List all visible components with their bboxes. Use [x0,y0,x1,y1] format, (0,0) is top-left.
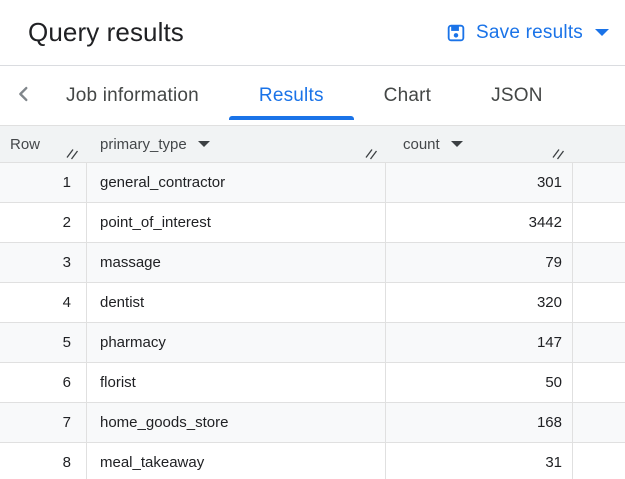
cell-row-number: 7 [0,403,87,442]
tab-json[interactable]: JSON [461,66,572,125]
cell-primary-type: point_of_interest [87,203,386,242]
column-label: count [403,135,440,153]
table-row: 8 meal_takeaway 31 [0,443,625,479]
cell-count: 168 [386,403,573,442]
caret-down-icon [595,29,609,36]
cell-filler [573,203,625,242]
table-row: 1 general_contractor 301 [0,163,625,203]
column-header-primary-type[interactable]: primary_type [87,126,386,162]
tab-label: Chart [383,84,432,106]
cell-primary-type: florist [87,363,386,402]
cell-row-number: 4 [0,283,87,322]
cell-primary-type: dentist [87,283,386,322]
cell-row-number: 2 [0,203,87,242]
page-title: Query results [28,17,184,47]
cell-count: 31 [386,443,573,479]
cell-count: 3442 [386,203,573,242]
cell-filler [573,163,625,202]
cell-count: 79 [386,243,573,282]
cell-count: 50 [386,363,573,402]
resize-handle-icon[interactable] [365,147,378,160]
column-header-row: Row [0,126,87,162]
results-tabbar: Job information Results Chart JSON [0,66,625,125]
arrow-drop-down-icon[interactable] [450,141,463,147]
tab-chart[interactable]: Chart [354,66,461,125]
table-row: 6 florist 50 [0,363,625,403]
results-table: Row primary_type count [0,125,625,479]
table-row: 5 pharmacy 147 [0,323,625,363]
tab-scroll-left-button[interactable] [12,66,36,125]
save-icon [446,23,466,43]
table-header-row: Row primary_type count [0,126,625,163]
cell-filler [573,403,625,442]
tab-label: Job information [66,84,199,106]
tab-job-information[interactable]: Job information [36,66,229,125]
results-header: Query results Save results [0,0,625,66]
resize-handle-icon[interactable] [66,147,79,160]
cell-filler [573,283,625,322]
column-label: primary_type [100,135,187,153]
cell-filler [573,363,625,402]
cell-primary-type: massage [87,243,386,282]
cell-filler [573,323,625,362]
cell-row-number: 6 [0,363,87,402]
tab-label: Results [258,84,324,106]
save-results-button[interactable]: Save results [438,16,617,50]
cell-row-number: 3 [0,243,87,282]
column-header-filler [573,126,625,162]
cell-primary-type: meal_takeaway [87,443,386,479]
cell-count: 147 [386,323,573,362]
arrow-drop-down-icon[interactable] [197,141,210,147]
table-row: 3 massage 79 [0,243,625,283]
resize-handle-icon[interactable] [552,147,565,160]
cell-count: 301 [386,163,573,202]
chevron-left-icon [13,83,35,108]
column-label: Row [10,135,41,153]
cell-primary-type: home_goods_store [87,403,386,442]
cell-filler [573,443,625,479]
cell-primary-type: general_contractor [87,163,386,202]
table-row: 7 home_goods_store 168 [0,403,625,443]
cell-row-number: 1 [0,163,87,202]
tab-results[interactable]: Results [228,66,354,125]
save-results-label: Save results [476,21,583,43]
cell-count: 320 [386,283,573,322]
cell-primary-type: pharmacy [87,323,386,362]
cell-row-number: 8 [0,443,87,479]
cell-filler [573,243,625,282]
table-row: 4 dentist 320 [0,283,625,323]
table-row: 2 point_of_interest 3442 [0,203,625,243]
column-header-count[interactable]: count [386,126,573,162]
cell-row-number: 5 [0,323,87,362]
tab-label: JSON [491,84,543,106]
